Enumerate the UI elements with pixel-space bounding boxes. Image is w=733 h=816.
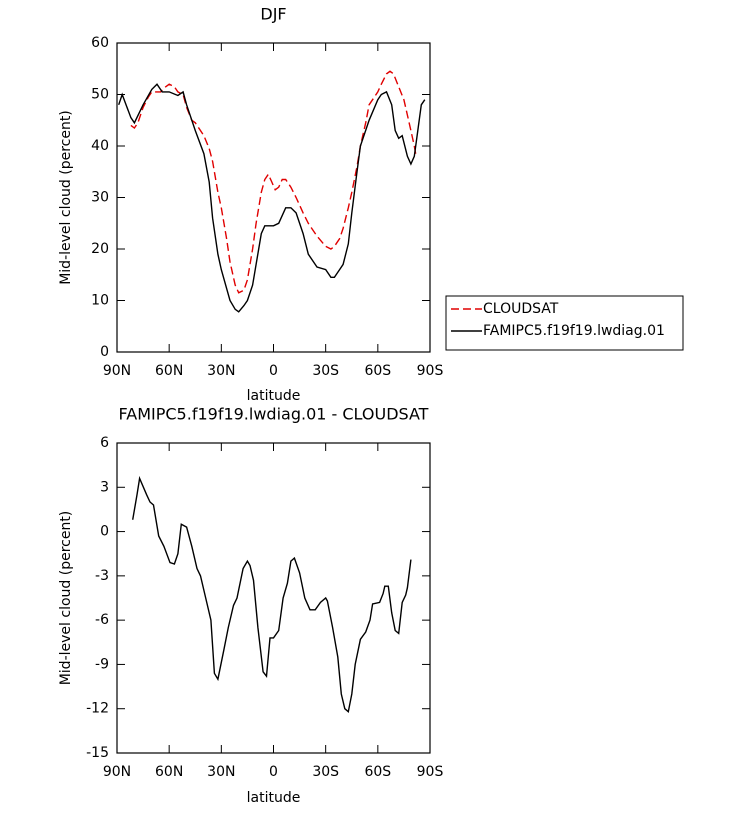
series-line [132,475,412,714]
legend: CLOUDSAT FAMIPC5.f19f19.lwdiag.01 [445,295,684,351]
legend-box [445,295,684,351]
legend-label: CLOUDSAT [483,301,559,317]
series-line [130,70,417,294]
x-tick-label: 90S [417,764,444,780]
x-tick-label: 30N [207,764,235,780]
plot-frame [116,42,431,353]
y-tick-label: 3 [100,479,109,495]
x-tick-label: 30S [312,363,339,379]
y-tick-label: 20 [91,241,109,257]
y-tick-label: 0 [100,344,109,360]
plot-frame [116,442,431,754]
y-tick-label: -15 [86,745,109,761]
x-tick-label: 0 [269,363,278,379]
chart-title: FAMIPC5.f19f19.lwdiag.01 - CLOUDSAT [119,405,429,424]
x-tick-label: 60N [155,363,183,379]
x-tick-label: 30N [207,363,235,379]
chart-title: DJF [260,5,286,24]
x-tick-label: 90N [103,764,131,780]
y-tick-label: -6 [95,612,109,628]
y-tick-label: -12 [86,701,109,717]
x-tick-label: 30S [312,764,339,780]
x-tick-label: 0 [269,764,278,780]
y-tick-label: 30 [91,190,109,206]
x-axis-label: latitude [247,790,301,806]
x-tick-label: 60N [155,764,183,780]
y-tick-label: 0 [100,524,109,540]
y-tick-label: 40 [91,138,109,154]
y-axis-label: Mid-level cloud (percent) [58,511,74,686]
x-tick-label: 60S [364,764,391,780]
x-tick-label: 90S [417,363,444,379]
x-tick-label: 60S [364,363,391,379]
x-axis-label: latitude [247,388,301,404]
y-tick-label: 60 [91,35,109,51]
y-axis-label: Mid-level cloud (percent) [58,110,74,285]
y-tick-label: 6 [100,435,109,451]
y-tick-label: -9 [95,656,109,672]
legend-label: FAMIPC5.f19f19.lwdiag.01 [483,323,665,339]
y-tick-label: 10 [91,293,109,309]
y-tick-label: -3 [95,568,109,584]
series-line [118,83,426,313]
x-tick-label: 90N [103,363,131,379]
y-tick-label: 50 [91,87,109,103]
